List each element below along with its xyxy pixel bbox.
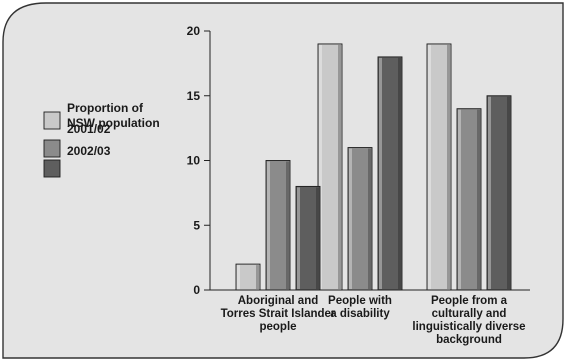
bar-series-1-cat-3	[426, 43, 452, 291]
legend-label: 2001/02	[67, 122, 111, 136]
legend-swatch	[43, 111, 61, 130]
bar-series-2-cat-1	[265, 160, 291, 291]
x-category-label: People from a culturally and linguisticall…	[412, 295, 525, 346]
y-tick-label: 0	[193, 283, 200, 297]
y-axis-ticks: 0 5 10 15 20	[187, 24, 210, 297]
bar-series-3-cat-3	[486, 95, 512, 291]
y-tick-label: 10	[187, 154, 201, 168]
y-tick-label: 15	[187, 89, 201, 103]
bar-highlight	[297, 187, 300, 289]
bar-highlight	[379, 57, 382, 290]
bar-shadow	[507, 96, 510, 289]
legend-swatch	[43, 139, 61, 158]
bar-shadow	[398, 57, 401, 290]
bar-series-3-cat-2	[377, 56, 403, 291]
bar-highlight	[458, 109, 461, 289]
bar-shadow	[286, 161, 289, 289]
bar-series-3-cat-1	[295, 185, 321, 291]
legend-swatch	[43, 159, 61, 178]
x-category-label: Aboriginal and Torres Strait Islander peop…	[221, 295, 336, 333]
bar-shadow	[316, 187, 319, 289]
bar-shadow	[368, 148, 371, 289]
y-tick-label: 5	[193, 218, 200, 232]
bar-shadow	[447, 44, 450, 290]
bar-series-2-cat-3	[456, 108, 482, 291]
bar-highlight	[267, 161, 270, 289]
bars	[235, 43, 512, 291]
bar-series-2-cat-2	[347, 147, 373, 291]
bar-highlight	[428, 44, 431, 290]
y-tick-label: 20	[187, 24, 201, 38]
bar-shadow	[338, 44, 341, 290]
legend-label: 2002/03	[67, 144, 111, 158]
bar-series-1-cat-2	[317, 43, 343, 291]
bar-highlight	[488, 96, 491, 289]
bar-highlight	[319, 44, 322, 290]
bar-series-1-cat-1	[235, 263, 261, 291]
bar-shadow	[256, 265, 259, 289]
bar-highlight	[237, 265, 240, 289]
bar-shadow	[477, 109, 480, 289]
legend-label: Proportion of NSW population	[67, 101, 160, 130]
x-axis-labels: Aboriginal and Torres Strait Islander peop…	[221, 295, 526, 346]
bar-highlight	[349, 148, 352, 289]
x-category-label: People with a disability	[328, 295, 392, 320]
